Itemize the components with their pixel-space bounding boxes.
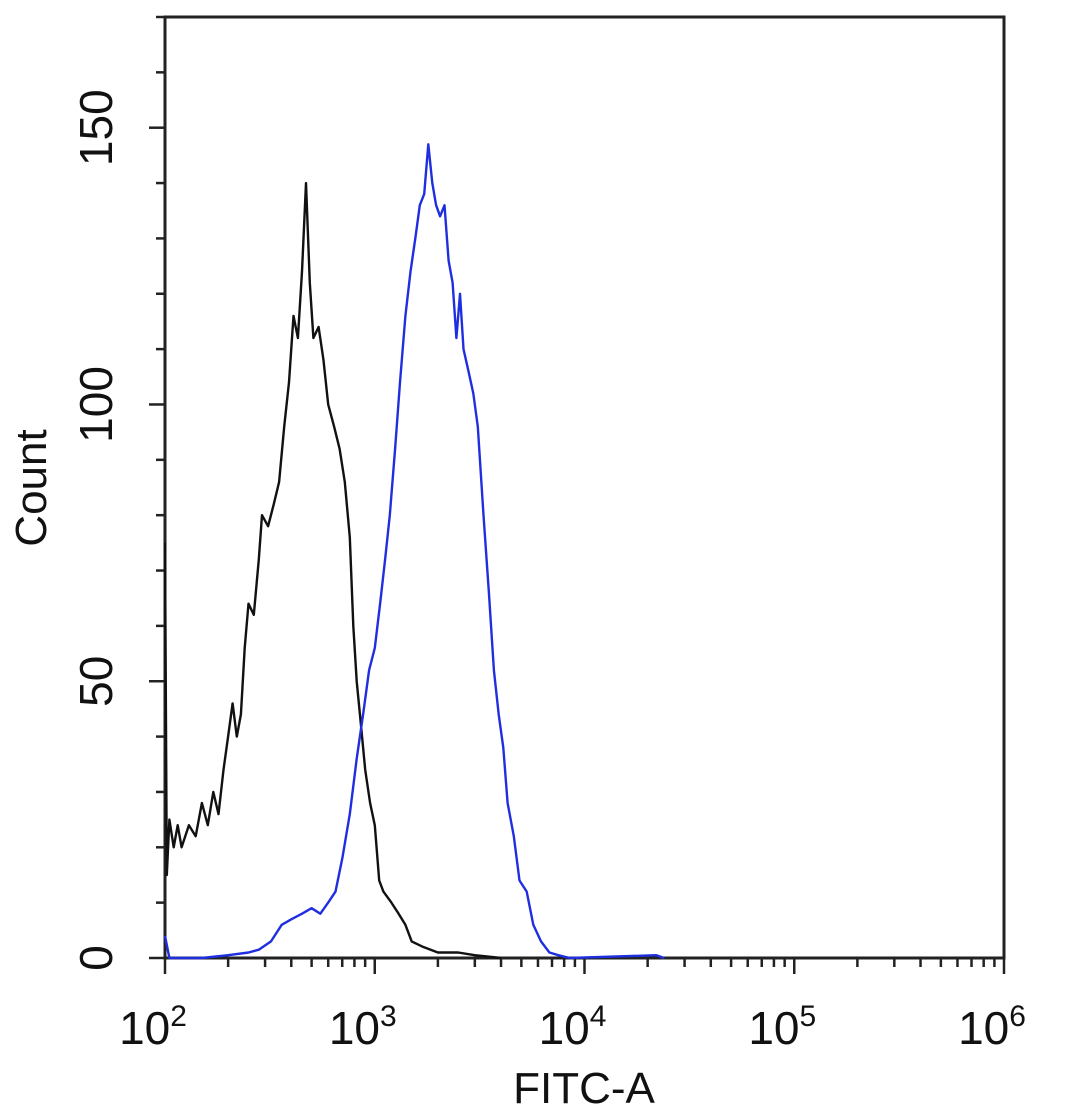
x-tick-base: 10 <box>119 1002 170 1054</box>
y-tick-label: 0 <box>70 945 122 971</box>
y-tick-label: 100 <box>70 366 122 443</box>
y-tick-label: 150 <box>70 89 122 166</box>
x-tick-exponent: 3 <box>380 1000 397 1033</box>
x-tick-label: 102 <box>119 1000 187 1054</box>
x-tick-label: 105 <box>748 1000 816 1054</box>
y-axis-tick-labels: 0 50 100 150 <box>70 89 122 970</box>
y-axis-title: Count <box>7 429 56 546</box>
x-tick-base: 10 <box>539 1002 590 1054</box>
x-axis-title: FITC-A <box>513 1064 655 1113</box>
x-tick-exponent: 5 <box>799 1000 816 1033</box>
x-tick-label: 104 <box>539 1000 607 1054</box>
x-axis-tick-labels: 102 103 104 105 106 <box>119 1000 1026 1054</box>
x-tick-base: 10 <box>958 1002 1009 1054</box>
series-line-1 <box>163 181 502 960</box>
y-axis-ticks <box>149 15 165 960</box>
x-tick-base: 10 <box>748 1002 799 1054</box>
y-tick-label: 50 <box>70 656 122 707</box>
x-tick-base: 10 <box>329 1002 380 1054</box>
x-tick-label: 103 <box>329 1000 397 1054</box>
x-tick-exponent: 6 <box>1009 1000 1026 1033</box>
x-tick-exponent: 2 <box>170 1000 187 1033</box>
x-tick-label: 106 <box>958 1000 1026 1054</box>
x-tick-exponent: 4 <box>590 1000 607 1033</box>
series-line-2 <box>163 143 665 960</box>
series-group <box>163 143 665 960</box>
x-axis-ticks <box>163 958 1006 974</box>
